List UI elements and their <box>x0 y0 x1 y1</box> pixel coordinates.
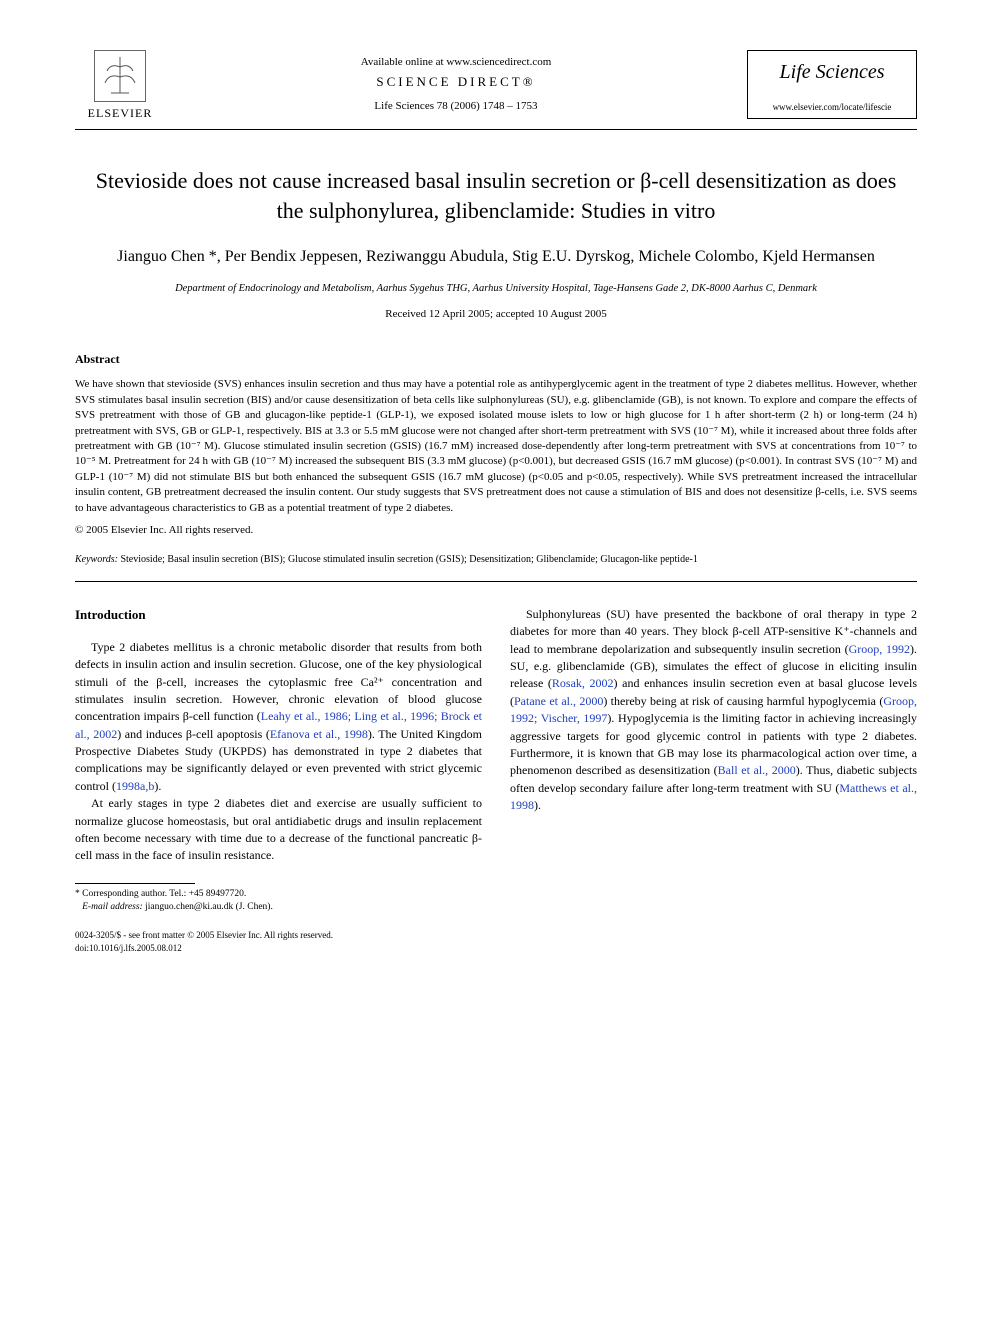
publisher-name: ELSEVIER <box>88 106 153 121</box>
introduction-heading: Introduction <box>75 606 482 625</box>
body-columns: Introduction Type 2 diabetes mellitus is… <box>75 606 917 954</box>
keywords-row: Keywords: Stevioside; Basal insulin secr… <box>75 554 917 582</box>
journal-header: ELSEVIER Available online at www.science… <box>75 50 917 130</box>
footer-bar: 0024-3205/$ - see front matter © 2005 El… <box>75 929 482 953</box>
abstract-copyright: © 2005 Elsevier Inc. All rights reserved… <box>75 524 917 536</box>
header-center: Available online at www.sciencedirect.co… <box>165 50 747 112</box>
citation-link[interactable]: Efanova et al., 1998 <box>270 727 368 741</box>
corresponding-email: jianguo.chen@ki.au.dk (J. Chen). <box>145 902 273 912</box>
available-online-text: Available online at www.sciencedirect.co… <box>165 56 747 68</box>
citation-link[interactable]: Rosak, 2002 <box>552 676 614 690</box>
citation-line: Life Sciences 78 (2006) 1748 – 1753 <box>165 100 747 112</box>
elsevier-tree-icon <box>94 50 146 102</box>
citation-link[interactable]: Patane et al., 2000 <box>514 694 603 708</box>
keywords-list: Stevioside; Basal insulin secretion (BIS… <box>120 554 697 565</box>
citation-link[interactable]: 1998a,b <box>116 779 154 793</box>
journal-name: Life Sciences <box>754 61 910 84</box>
email-line: E-mail address: jianguo.chen@ki.au.dk (J… <box>75 901 482 914</box>
corresponding-author: * Corresponding author. Tel.: +45 894977… <box>75 888 482 901</box>
front-matter-line: 0024-3205/$ - see front matter © 2005 El… <box>75 929 482 941</box>
citation-link[interactable]: Ball et al., 2000 <box>718 763 796 777</box>
publisher-logo: ELSEVIER <box>75 50 165 121</box>
author-list: Jianguo Chen *, Per Bendix Jeppesen, Rez… <box>75 245 917 269</box>
article-dates: Received 12 April 2005; accepted 10 Augu… <box>75 308 917 320</box>
keywords-label: Keywords: <box>75 554 118 565</box>
article-title: Stevioside does not cause increased basa… <box>85 166 907 225</box>
doi-line: doi:10.1016/j.lfs.2005.08.012 <box>75 942 482 954</box>
journal-url: www.elsevier.com/locate/lifescie <box>754 102 910 112</box>
intro-para-2: At early stages in type 2 diabetes diet … <box>75 795 482 865</box>
journal-box: Life Sciences www.elsevier.com/locate/li… <box>747 50 917 119</box>
intro-para-1: Type 2 diabetes mellitus is a chronic me… <box>75 639 482 796</box>
science-direct-logo: SCIENCE DIRECT® <box>165 74 747 90</box>
email-label: E-mail address: <box>82 902 143 912</box>
footnote-separator <box>75 883 195 884</box>
abstract-heading: Abstract <box>75 352 917 367</box>
affiliation: Department of Endocrinology and Metaboli… <box>75 283 917 294</box>
citation-link[interactable]: Groop, 1992 <box>849 642 910 656</box>
abstract-body: We have shown that stevioside (SVS) enha… <box>75 377 917 516</box>
intro-para-3: Sulphonylureas (SU) have presented the b… <box>510 606 917 815</box>
